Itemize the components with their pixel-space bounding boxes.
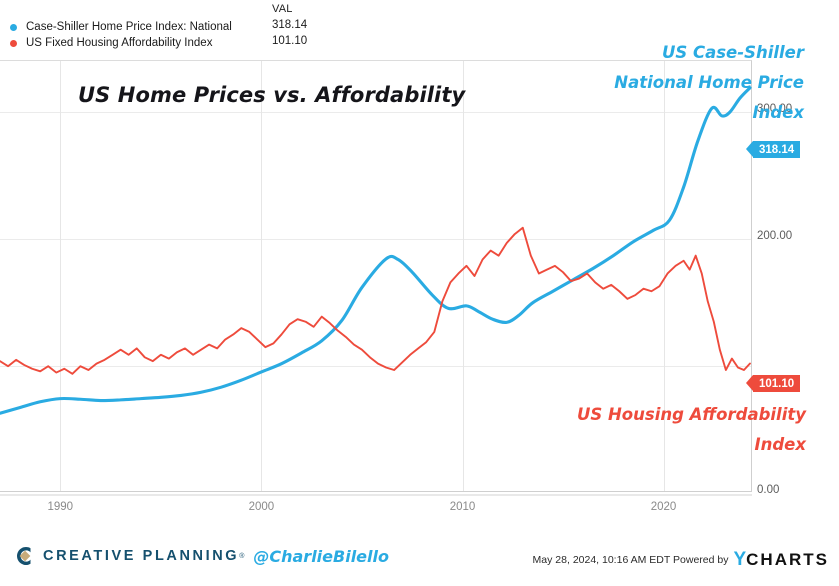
y-axis-tick-label: 0.00 [757, 484, 780, 496]
ycharts-y: Y [733, 549, 747, 570]
footer: CREATIVE PLANNING ® @CharlieBilello May … [0, 536, 839, 586]
annotation-case-shiller: US Case-Shiller National Home Price Inde… [614, 43, 804, 122]
page-title: US Home Prices vs. Affordability [78, 83, 466, 107]
legend-item-value-case-shiller: 318.14 [272, 19, 308, 31]
y-axis-tick-label: 200.00 [757, 229, 793, 242]
legend-dot-red-icon [10, 39, 17, 47]
footer-right: May 28, 2024, 10:16 AM EDT Powered by Y … [533, 550, 829, 569]
legend-item-case-shiller[interactable]: Case-Shiller Home Price Index: National [10, 19, 232, 35]
legend-item-label: Case-Shiller Home Price Index: National [26, 21, 232, 33]
gridline-vertical [462, 61, 464, 491]
annotation-affordability: US Housing Affordability Index [576, 405, 806, 454]
ycharts-word: CHARTS [746, 550, 829, 569]
x-axis-tick-label: 2020 [650, 501, 677, 513]
grid-layer [0, 61, 751, 491]
y-axis-tick-label: 300.00 [757, 102, 793, 115]
series-line-affordability [0, 226, 751, 375]
x-axis-tick-label: 2000 [248, 501, 275, 513]
legend-item-affordability[interactable]: US Fixed Housing Affordability Index [10, 35, 212, 51]
value-badge-case-shiller: 318.14 [745, 141, 801, 158]
x-axis-rule [0, 494, 752, 496]
gridline-horizontal [0, 111, 751, 113]
gridline-vertical [663, 61, 665, 491]
legend-val-header: VAL [272, 3, 293, 15]
brand-block: CREATIVE PLANNING ® @CharlieBilello [12, 545, 389, 567]
series-line-case-shiller [0, 86, 752, 415]
plot-area [0, 60, 752, 492]
brand-name: CREATIVE PLANNING [43, 548, 240, 564]
registered-mark: ® [239, 552, 245, 560]
value-badge-affordability: 101.10 [745, 375, 801, 392]
x-axis-tick-label: 2010 [449, 501, 476, 513]
legend-item-value-affordability: 101.10 [272, 35, 308, 47]
timestamp-powered-by: May 28, 2024, 10:16 AM EDT Powered by [532, 553, 729, 566]
legend-item-label: US Fixed Housing Affordability Index [26, 37, 213, 49]
series-plot [0, 86, 752, 415]
gridline-horizontal [0, 238, 751, 240]
gridline-vertical [60, 61, 62, 491]
gridline-vertical [261, 61, 263, 491]
x-axis-tick-label: 1990 [47, 501, 74, 513]
author-handle[interactable]: @CharlieBilello [253, 546, 389, 566]
ycharts-logo-icon[interactable]: Y CHARTS [733, 550, 829, 569]
legend-dot-blue-icon [10, 23, 17, 31]
creative-planning-logo-icon [12, 545, 34, 567]
gridline-horizontal [0, 365, 751, 367]
chart-legend: VAL Case-Shiller Home Price Index: Natio… [0, 0, 839, 56]
